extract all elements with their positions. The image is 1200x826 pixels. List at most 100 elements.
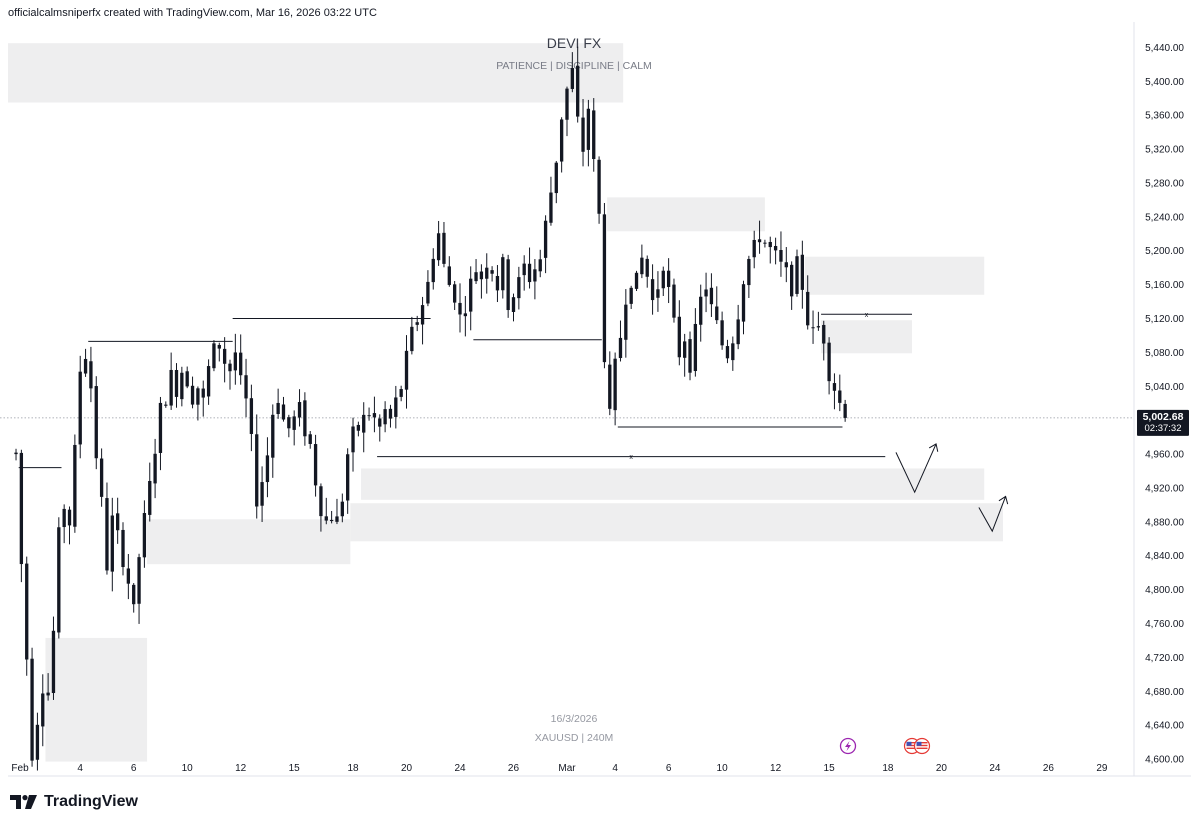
zone-3 [821, 320, 913, 354]
level-marker-4: x [865, 312, 869, 319]
tradingview-brand[interactable]: TradingView [10, 793, 138, 811]
candle [206, 359, 211, 405]
candle [174, 363, 179, 408]
candle [185, 366, 189, 389]
y-tick-label: 5,040.00 [1145, 382, 1184, 393]
candle [538, 249, 542, 278]
x-tick-label: 18 [347, 763, 359, 774]
plot-area [8, 22, 1134, 776]
lightning-icon[interactable] [839, 737, 857, 755]
y-tick-label: 5,280.00 [1145, 178, 1184, 189]
y-tick-label: 5,080.00 [1145, 348, 1184, 359]
candle [608, 351, 612, 416]
candle [426, 270, 430, 307]
price-axis[interactable]: 5,440.00 5,400.00 5,360.00 5,320.00 5,280.00… [1145, 43, 1184, 766]
candle [287, 414, 291, 438]
candle [469, 266, 473, 331]
candle [99, 448, 104, 507]
x-tick-label: 24 [454, 763, 466, 774]
candle [784, 247, 788, 283]
candle [800, 240, 805, 309]
x-tick-label: 24 [989, 763, 1001, 774]
candle [255, 414, 259, 519]
candle [822, 320, 826, 361]
candle [62, 504, 66, 544]
candle [126, 553, 131, 600]
candle [276, 388, 280, 419]
us-flag-icon-2[interactable] [913, 737, 931, 755]
projection-1 [978, 496, 1007, 533]
candle [105, 482, 109, 575]
candle [699, 284, 703, 342]
candle [586, 99, 591, 167]
projection-arrowhead-0 [928, 443, 939, 452]
candle [212, 340, 216, 372]
candle [394, 385, 398, 429]
zone-2 [805, 256, 985, 295]
candle [779, 231, 783, 277]
candle [522, 255, 526, 291]
x-tick-label: 4 [612, 763, 618, 774]
y-tick-label: 5,200.00 [1145, 246, 1184, 257]
candle [41, 674, 45, 747]
supply-demand-zones [8, 43, 1003, 762]
candle [806, 275, 810, 330]
candle [693, 308, 698, 377]
candle [554, 160, 558, 204]
candle [624, 289, 628, 358]
candle [190, 376, 195, 409]
candle [346, 448, 350, 514]
candle [474, 259, 478, 284]
candle [313, 434, 318, 497]
candle [495, 265, 500, 303]
candle [335, 498, 339, 525]
candle [602, 202, 607, 369]
y-tick-label: 4,920.00 [1145, 483, 1184, 494]
candle [720, 311, 724, 350]
candle [565, 86, 569, 137]
candle [164, 401, 168, 408]
y-tick-label: 5,320.00 [1145, 145, 1184, 156]
x-tick-label: Mar [558, 763, 576, 774]
candle [485, 253, 489, 294]
candlestick-series [14, 46, 847, 771]
candle [132, 583, 136, 613]
candle [629, 285, 633, 309]
candle [773, 237, 778, 265]
candle [661, 266, 665, 297]
watermark-title: DEVI FX [547, 35, 602, 51]
candle [672, 278, 676, 323]
time-axis[interactable]: Feb 4 6 10 12 15 18 20 24 26 Mar 4 6 10 12 15 18 20 24 26 29 [11, 763, 1107, 774]
candle [158, 396, 163, 471]
candle [827, 337, 831, 395]
watermark-date: 16/3/2026 [551, 713, 598, 725]
x-tick-label: 12 [235, 763, 247, 774]
candle [677, 300, 681, 366]
x-tick-label: 26 [508, 763, 520, 774]
watermark-subtitle: PATIENCE | DISCIPLINE | CALM [496, 60, 652, 72]
x-tick-label: 15 [824, 763, 836, 774]
candle [73, 434, 77, 533]
candle [265, 437, 270, 498]
candle [559, 117, 564, 173]
candle [688, 331, 692, 381]
candle [709, 273, 714, 317]
y-tick-label: 4,960.00 [1145, 450, 1184, 461]
candle [715, 286, 719, 325]
candle [736, 304, 740, 350]
candle [297, 389, 302, 427]
candle [436, 220, 441, 266]
tradingview-logo-icon [10, 795, 37, 809]
bar-countdown: 02:37:32 [1145, 423, 1182, 434]
candle [410, 316, 414, 355]
zone-0 [8, 43, 624, 103]
y-tick-label: 5,440.00 [1145, 43, 1184, 54]
projection-paths [895, 443, 1009, 533]
candle [148, 462, 152, 522]
candle [741, 280, 746, 335]
y-tick-label: 5,360.00 [1145, 111, 1184, 122]
candle [517, 266, 521, 310]
zone-6 [361, 468, 985, 500]
level-marker-5: x [629, 454, 633, 461]
